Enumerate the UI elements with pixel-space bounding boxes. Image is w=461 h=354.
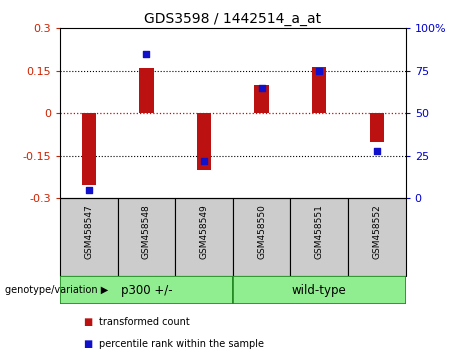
Bar bbox=[254, 85, 269, 113]
Text: GSM458552: GSM458552 bbox=[372, 205, 381, 259]
Text: ■: ■ bbox=[83, 339, 92, 349]
Text: GSM458550: GSM458550 bbox=[257, 205, 266, 259]
Text: GSM458548: GSM458548 bbox=[142, 205, 151, 259]
Point bbox=[142, 51, 150, 57]
Text: ■: ■ bbox=[83, 317, 92, 327]
Bar bbox=[60, 276, 233, 304]
Text: p300 +/-: p300 +/- bbox=[121, 284, 172, 297]
Point bbox=[315, 68, 323, 74]
Text: wild-type: wild-type bbox=[292, 284, 347, 297]
Bar bbox=[233, 198, 290, 276]
Text: GSM458549: GSM458549 bbox=[200, 205, 208, 259]
Text: transformed count: transformed count bbox=[99, 317, 190, 327]
Bar bbox=[348, 198, 406, 276]
Bar bbox=[175, 198, 233, 276]
Bar bbox=[312, 67, 326, 113]
Text: GSM458551: GSM458551 bbox=[315, 205, 324, 259]
Point bbox=[200, 158, 207, 164]
Title: GDS3598 / 1442514_a_at: GDS3598 / 1442514_a_at bbox=[144, 12, 321, 26]
Bar bbox=[290, 198, 348, 276]
Bar bbox=[139, 68, 154, 113]
Bar bbox=[197, 113, 211, 170]
Bar bbox=[60, 198, 118, 276]
Text: genotype/variation ▶: genotype/variation ▶ bbox=[5, 285, 108, 295]
Text: percentile rank within the sample: percentile rank within the sample bbox=[99, 339, 264, 349]
Text: GSM458547: GSM458547 bbox=[84, 205, 93, 259]
Bar bbox=[82, 113, 96, 185]
Bar bbox=[370, 113, 384, 142]
Bar bbox=[118, 198, 175, 276]
Bar bbox=[233, 276, 406, 304]
Point bbox=[85, 187, 92, 193]
Point bbox=[373, 148, 381, 154]
Point bbox=[258, 85, 266, 91]
